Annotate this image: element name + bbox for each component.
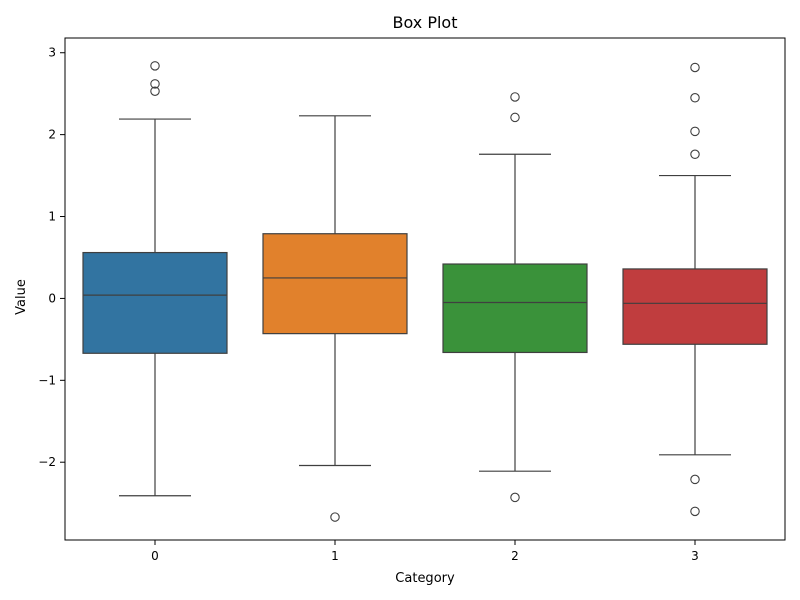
y-axis-label: Value <box>14 279 29 315</box>
outlier-point <box>690 126 700 137</box>
box-category-2 <box>442 263 588 354</box>
outlier-point <box>150 79 160 89</box>
chart-title: Box Plot <box>393 13 458 32</box>
x-tick-label: 2 <box>511 549 519 563</box>
x-tick-label: 3 <box>691 549 699 563</box>
y-tick-label: 2 <box>48 128 56 142</box>
outlier-point <box>510 492 520 503</box>
box-category-1 <box>262 233 408 335</box>
outlier-point <box>510 92 520 102</box>
y-tick-label: 3 <box>48 46 56 60</box>
outlier-point <box>690 474 700 485</box>
plot-frame <box>64 37 786 541</box>
x-tick-label: 1 <box>331 549 339 563</box>
outlier-point <box>150 61 160 71</box>
outlier-point <box>690 62 700 73</box>
outlier-point <box>330 512 340 522</box>
x-axis-label: Category <box>395 571 455 586</box>
outlier-point <box>510 112 520 123</box>
box-category-0 <box>82 251 228 354</box>
box-category-3 <box>622 268 768 345</box>
y-tick-label: −1 <box>38 373 56 387</box>
outlier-point <box>690 149 700 160</box>
outlier-point <box>690 93 700 103</box>
outlier-point <box>690 506 700 517</box>
y-tick-label: 1 <box>48 210 56 224</box>
y-tick-label: 0 <box>48 291 56 305</box>
outlier-point <box>150 86 160 96</box>
plot-area: −2 −1 0 1 2 3 0 1 2 3 <box>38 37 786 563</box>
x-tick-label: 0 <box>151 549 159 563</box>
y-tick-label: −2 <box>38 455 56 469</box>
